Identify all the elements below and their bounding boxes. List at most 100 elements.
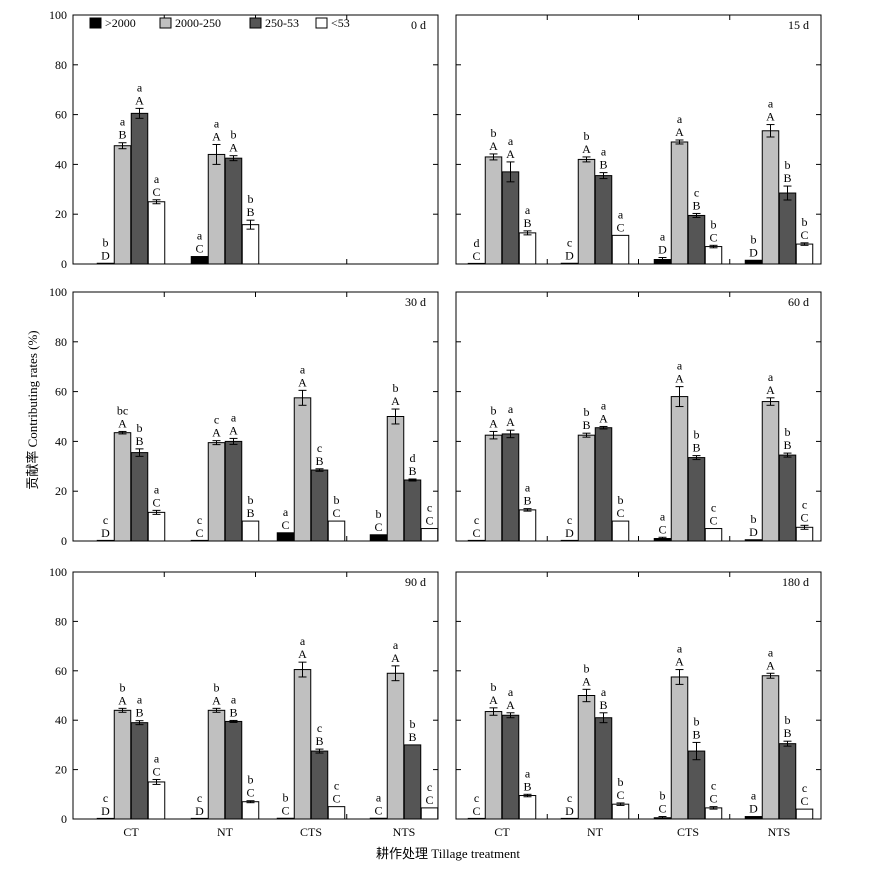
panel-title: 180 d [782,575,809,589]
bar [369,817,388,820]
significance-lower: a [601,145,607,159]
y-tick-label: 20 [55,484,67,498]
significance-lower: b [137,421,143,435]
significance-lower: b [248,773,254,787]
bar [147,781,166,820]
significance-lower: b [248,493,254,507]
bar [276,532,295,542]
bar [560,817,579,820]
bar [276,817,295,820]
bar [560,262,579,265]
significance-lower: b [694,714,700,728]
legend-swatch [89,17,102,29]
bar [310,469,329,542]
significance-lower: a [154,172,160,186]
significance-lower: b [785,713,791,727]
bar [577,434,596,542]
significance-upper: A [766,658,775,672]
significance-lower: c [694,185,699,199]
significance-upper: D [101,804,110,818]
significance-lower: c [567,513,572,527]
significance-lower: b [491,680,497,694]
x-tick-label: NT [587,825,604,839]
bar [96,262,115,265]
y-tick-label: 100 [49,285,67,299]
significance-upper: A [489,693,498,707]
y-tick-label: 60 [55,385,67,399]
bar [310,750,329,820]
significance-upper: C [195,242,203,256]
significance-upper: B [315,734,323,748]
significance-upper: B [783,726,791,740]
significance-upper: B [246,506,254,520]
significance-upper: C [658,522,666,536]
significance-upper: C [332,792,340,806]
significance-upper: B [315,454,323,468]
bar [484,711,503,820]
y-tick-label: 0 [61,534,67,548]
bar [744,816,763,820]
bar [224,157,243,265]
significance-upper: B [523,216,531,230]
significance-upper: A [229,423,238,437]
significance-lower: a [376,790,382,804]
bar [130,112,149,265]
significance-upper: A [766,110,775,124]
significance-lower: b [785,425,791,439]
significance-upper: A [212,129,221,143]
significance-lower: a [300,362,306,376]
bar [147,201,166,265]
bar [241,801,260,820]
bar [687,750,706,820]
bar [420,807,439,820]
significance-upper: A [489,139,498,153]
bar [113,709,132,820]
y-tick-label: 40 [55,434,67,448]
significance-lower: b [231,128,237,142]
x-tick-label: CTS [677,825,699,839]
significance-lower: c [317,441,322,455]
significance-lower: b [584,661,590,675]
bar [190,539,209,542]
significance-upper: D [101,248,110,262]
bar [778,192,797,265]
x-tick-label: CT [494,825,510,839]
significance-upper: A [582,674,591,688]
x-tick-label: NT [217,825,234,839]
significance-lower: a [197,229,203,243]
significance-upper: A [212,426,221,440]
significance-upper: C [195,526,203,540]
legend-label: >2000 [105,16,136,30]
significance-lower: b [283,790,289,804]
bar [224,440,243,542]
bar [241,224,260,265]
significance-lower: b [751,512,757,526]
significance-upper: D [658,243,667,257]
y-axis-label: 贡献率 Contributing rates (%) [25,330,40,489]
significance-upper: A [766,383,775,397]
bar [611,520,630,542]
significance-upper: B [692,198,700,212]
significance-upper: B [783,438,791,452]
x-tick-label: NTS [393,825,416,839]
significance-upper: C [616,788,624,802]
panel-title: 60 d [788,295,809,309]
bar [207,442,226,542]
significance-upper: B [582,418,590,432]
bar [670,141,689,265]
significance-lower: a [660,230,666,244]
bar [501,714,520,820]
panel-title: 0 d [411,18,426,32]
bar [207,709,226,820]
bar [484,156,503,265]
y-tick-label: 20 [55,207,67,221]
significance-upper: B [229,705,237,719]
significance-lower: c [103,791,108,805]
significance-upper: C [425,514,433,528]
significance-upper: C [374,803,382,817]
significance-upper: B [783,171,791,185]
bar [518,232,537,265]
bar [577,695,596,820]
